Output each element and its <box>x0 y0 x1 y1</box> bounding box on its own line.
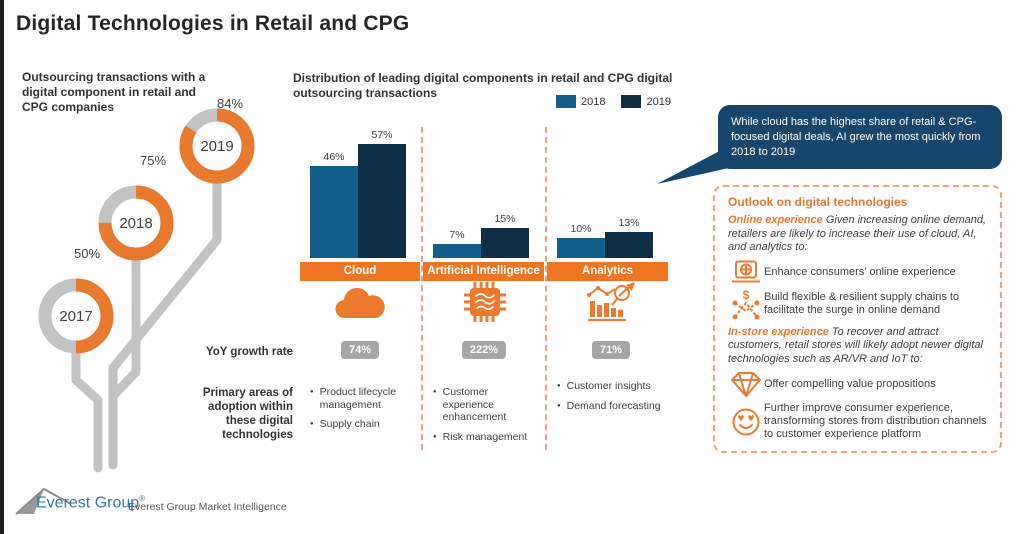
analytics-icon <box>587 282 635 321</box>
everest-logo-mountain-icon <box>15 488 72 515</box>
yoy-badge-cloud: 74% <box>340 341 380 359</box>
category-band-cloud: Cloud <box>300 262 420 281</box>
svg-text:♥: ♥ <box>747 414 754 423</box>
outlook-bullet-text: Further improve consumer experience, tra… <box>764 402 987 440</box>
callout-tail <box>657 146 729 184</box>
list-item: Demand forecasting <box>557 400 669 413</box>
callout-bubble: While cloud has the highest share of ret… <box>718 105 1002 169</box>
diamond-icon <box>728 371 764 398</box>
ai-chip-icon <box>464 282 506 322</box>
bar-group-ai: 7% 15% <box>433 213 529 258</box>
legend-swatch-2019 <box>621 95 642 108</box>
bar-ai-2019 <box>481 228 529 258</box>
legend-item-2018: 2018 <box>556 95 605 108</box>
bar-analytics-2019 <box>605 232 653 258</box>
outlook-section-intro: In-store experience To recover and attra… <box>728 326 987 367</box>
bar-group-cloud: 46% 57% <box>310 129 406 258</box>
adoption-label: Primary areas of adoption within these d… <box>202 387 293 441</box>
connector-2018 <box>108 255 141 401</box>
category-band-ai: Artificial Intelligence <box>423 262 544 281</box>
registered-mark: ® <box>139 494 146 503</box>
footer-caption: Everest Group Market Intelligence <box>128 501 287 513</box>
bar-analytics-2018 <box>557 238 605 258</box>
donut-year-label: 2018 <box>119 215 152 232</box>
callout-text: While cloud has the highest share of ret… <box>731 116 981 158</box>
donut-year-label: 2017 <box>59 308 92 325</box>
adoption-list-ai: Customer experience enhancement Risk man… <box>433 386 537 450</box>
donut-2017: 2017 <box>38 278 114 354</box>
donut-arc-2019 <box>179 108 255 184</box>
window-edge <box>0 0 4 534</box>
outlook-bullet: ♥ ♥ Further improve consumer experience,… <box>728 402 987 441</box>
bar-value-label: 10% <box>570 223 592 235</box>
cloud-icon <box>335 288 385 319</box>
bar-value-label: 57% <box>371 129 393 141</box>
laptop-globe-icon <box>728 260 764 285</box>
category-divider <box>421 127 423 450</box>
section-text: To recover and attract customers, retail… <box>728 325 983 365</box>
section-lead: Online experience <box>728 214 823 226</box>
bar-ai-2018 <box>433 244 481 258</box>
bar-cloud-2018 <box>310 166 358 258</box>
category-band-analytics: Analytics <box>547 262 668 281</box>
list-item: Customer insights <box>557 380 669 393</box>
outlook-panel: Outlook on digital technologies Online e… <box>713 185 1002 453</box>
bar-chart-title: Distribution of leading digital componen… <box>293 71 673 100</box>
supply-chain-dollar-icon: $ <box>728 289 764 319</box>
list-item: Risk management <box>433 431 537 444</box>
everest-logo-text: Everest Group® <box>36 494 145 512</box>
outlook-bullet: Offer compelling value propositions <box>728 371 987 398</box>
outlook-bullet: Enhance consumers’ online experience <box>728 260 987 285</box>
section-lead: In-store experience <box>728 325 829 338</box>
bar-cloud-2019 <box>358 144 406 258</box>
adoption-list-analytics: Customer insights Demand forecasting <box>557 380 669 419</box>
section-text: Given increasing online demand, retailer… <box>728 214 987 253</box>
legend-label: 2018 <box>581 95 606 108</box>
outlook-heading: Outlook on digital technologies <box>728 195 908 209</box>
yoy-growth-label: YoY growth rate <box>205 346 293 358</box>
bar-value-label: 13% <box>618 217 640 229</box>
bar-value-label: 46% <box>323 151 345 163</box>
logo-wordmark: Everest Group <box>36 494 140 512</box>
donut-2018: 2018 <box>98 185 174 261</box>
bar-value-label: 7% <box>449 229 465 241</box>
donut-pct-label-2018: 75% <box>139 153 167 168</box>
category-divider <box>545 127 547 450</box>
smiley-hearts-icon: ♥ ♥ <box>728 407 764 437</box>
adoption-list-cloud: Product lifecycle management Supply chai… <box>310 386 422 438</box>
connector-2019 <box>108 179 222 470</box>
yoy-badge-ai: 222% <box>461 341 507 359</box>
svg-text:$: $ <box>743 289 750 302</box>
timeline-heading: Outsourcing transactions with a digital … <box>22 70 206 114</box>
outlook-bullet: $ Build flexible & resilient supply chai… <box>728 289 987 319</box>
bar-value-label: 15% <box>494 213 516 225</box>
chart-legend: 2018 2019 <box>556 95 671 108</box>
connector-2017 <box>71 347 103 473</box>
list-item: Supply chain <box>310 418 422 431</box>
legend-label: 2019 <box>646 95 671 108</box>
legend-item-2019: 2019 <box>621 95 671 108</box>
donut-arc-2018 <box>98 185 174 261</box>
outlook-bullet-text: Offer compelling value propositions <box>764 378 936 390</box>
legend-swatch-2018 <box>556 95 576 108</box>
svg-text:♥: ♥ <box>737 414 744 423</box>
outlook-section-intro: Online experience Given increasing onlin… <box>728 214 987 255</box>
donut-year-label: 2019 <box>200 138 233 155</box>
list-item: Customer experience enhancement <box>433 386 537 424</box>
donut-pct-label-2017: 50% <box>73 246 101 261</box>
outlook-bullet-text: Build flexible & resilient supply chains… <box>764 290 960 316</box>
yoy-badge-analytics: 71% <box>591 341 631 359</box>
donut-2019: 2019 <box>179 108 255 184</box>
page-title: Digital Technologies in Retail and CPG <box>16 12 410 35</box>
timeline-connector-lines <box>71 179 222 473</box>
list-item: Product lifecycle management <box>310 386 422 411</box>
bar-group-analytics: 10% 13% <box>557 217 653 258</box>
donut-arc-2017 <box>38 278 114 354</box>
outlook-bullet-text: Enhance consumers’ online experience <box>764 265 956 278</box>
donut-pct-label-2019: 84% <box>216 96 244 111</box>
